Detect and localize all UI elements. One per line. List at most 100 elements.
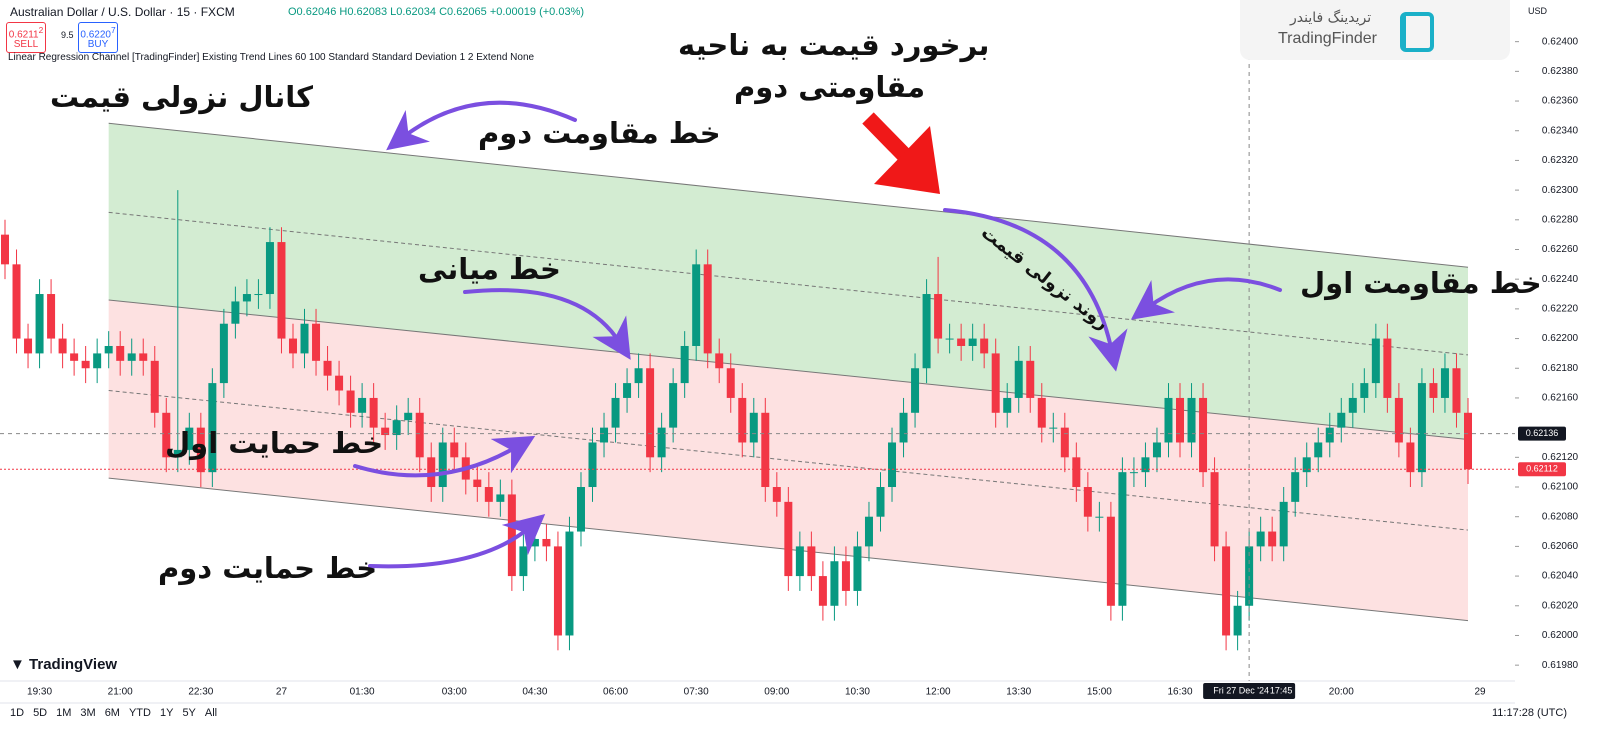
candle-body (669, 383, 678, 428)
sell-sup: 2 (38, 25, 44, 35)
candle-body (1072, 457, 1081, 488)
candle-body (576, 487, 585, 532)
range-button[interactable]: 1M (56, 707, 72, 719)
candle-body (726, 368, 735, 398)
candle-body (1222, 546, 1231, 636)
range-button[interactable]: 6M (104, 707, 120, 719)
candle-body (853, 546, 862, 591)
candle-body (127, 353, 136, 361)
indicator: Linear Regression Channel [TradingFinder… (8, 52, 535, 63)
candle-body (1152, 442, 1161, 458)
candle-body (231, 301, 240, 324)
y-tick-label: 0.62400 (1542, 36, 1579, 47)
candle-body (934, 294, 943, 339)
candle-body (473, 479, 482, 488)
x-tick-label: 19:30 (27, 687, 52, 698)
x-end-label: 29 (1474, 687, 1486, 698)
candle-body (392, 420, 401, 436)
range-button[interactable]: 1Y (159, 707, 174, 719)
candle-body (1014, 360, 1023, 398)
candle-body (93, 353, 102, 369)
candle-body (634, 368, 643, 384)
candle-body (1026, 360, 1035, 398)
candle-body (323, 360, 332, 376)
candle-body (841, 561, 850, 591)
x-tick-label: 20:00 (1329, 687, 1354, 698)
candle-body (346, 390, 355, 413)
crosshair-price-box (1518, 426, 1566, 441)
range-button[interactable]: 5D (33, 707, 48, 719)
crosshair-date: Fri 27 Dec '24 (1213, 685, 1269, 695)
annotation: خط حمایت اول (165, 426, 384, 460)
candle-body (254, 294, 263, 296)
candle-body (1371, 338, 1380, 384)
x-tick-label: 21:00 (108, 687, 133, 698)
x-tick-label: 27 (276, 687, 288, 698)
candle-body (864, 516, 873, 547)
candle-body (47, 294, 56, 339)
current-price-label: 0.62112 (1526, 464, 1558, 474)
candle-body (1383, 338, 1392, 398)
candle-body (1256, 531, 1265, 547)
x-tick-label: 03:00 (442, 687, 467, 698)
x-tick-label: 09:00 (764, 687, 789, 698)
candle-body (1360, 383, 1369, 398)
candle-body (81, 360, 90, 369)
y-tick-label: 0.62160 (1542, 393, 1579, 404)
sell-button[interactable]: 0.62112 SELL (6, 22, 46, 54)
y-tick-label: 0.62180 (1542, 363, 1579, 374)
range-button[interactable]: YTD (128, 707, 151, 719)
candle-body (358, 397, 367, 413)
candle-body (1141, 457, 1150, 473)
candle-body (611, 397, 620, 428)
candle-body (58, 338, 67, 354)
range-button[interactable]: All (204, 707, 218, 719)
y-tick-label: 0.62020 (1542, 600, 1579, 611)
y-tick-label: 0.61980 (1542, 660, 1579, 671)
candle-body (911, 368, 920, 413)
candle-body (173, 449, 182, 458)
candle-body (1279, 501, 1288, 547)
channel-line (108, 299, 1469, 441)
candle-body (715, 353, 724, 369)
x-tick-label: 16:30 (1167, 687, 1192, 698)
tv-logo: ▼ TradingView (10, 656, 118, 673)
y-tick-label: 0.62300 (1542, 185, 1579, 196)
spread: 9.5 (61, 30, 74, 40)
candle-body (692, 264, 701, 346)
candle-body (1003, 397, 1012, 413)
y-tick-label: 0.62360 (1542, 96, 1579, 107)
candle-body (1, 234, 9, 265)
candle-body (784, 501, 793, 577)
range-button[interactable]: 5Y (182, 707, 196, 719)
candle-body (312, 323, 321, 361)
candle-body (1302, 457, 1311, 473)
candle-body (772, 487, 781, 502)
y-tick-label: 0.62120 (1542, 452, 1579, 463)
candle-body (300, 323, 309, 354)
buy-button[interactable]: 0.62207 BUY (78, 22, 118, 54)
range-button[interactable]: 1D (10, 707, 25, 719)
candle-body (1452, 368, 1461, 413)
channel-fill (108, 299, 1469, 621)
candle-body (219, 323, 228, 384)
candle-body (680, 345, 689, 384)
x-tick-label: 12:00 (926, 687, 951, 698)
candle-body (807, 546, 816, 577)
candle-body (1337, 412, 1346, 428)
range-button[interactable]: 3M (80, 707, 96, 719)
candle-body (415, 412, 424, 458)
candle-body (369, 397, 378, 428)
candle-body (600, 427, 609, 443)
y-tick-label: 0.62200 (1542, 333, 1579, 344)
candle-body (530, 538, 539, 547)
y-tick-label: 0.62100 (1542, 482, 1579, 493)
candle-body (738, 397, 747, 443)
candle-body (438, 442, 447, 488)
price-axis (1515, 0, 1600, 739)
candle-body (1049, 427, 1058, 429)
candle-body (1210, 472, 1219, 547)
candle-body (968, 338, 977, 346)
tv-logo-text: TradingView (29, 656, 118, 673)
